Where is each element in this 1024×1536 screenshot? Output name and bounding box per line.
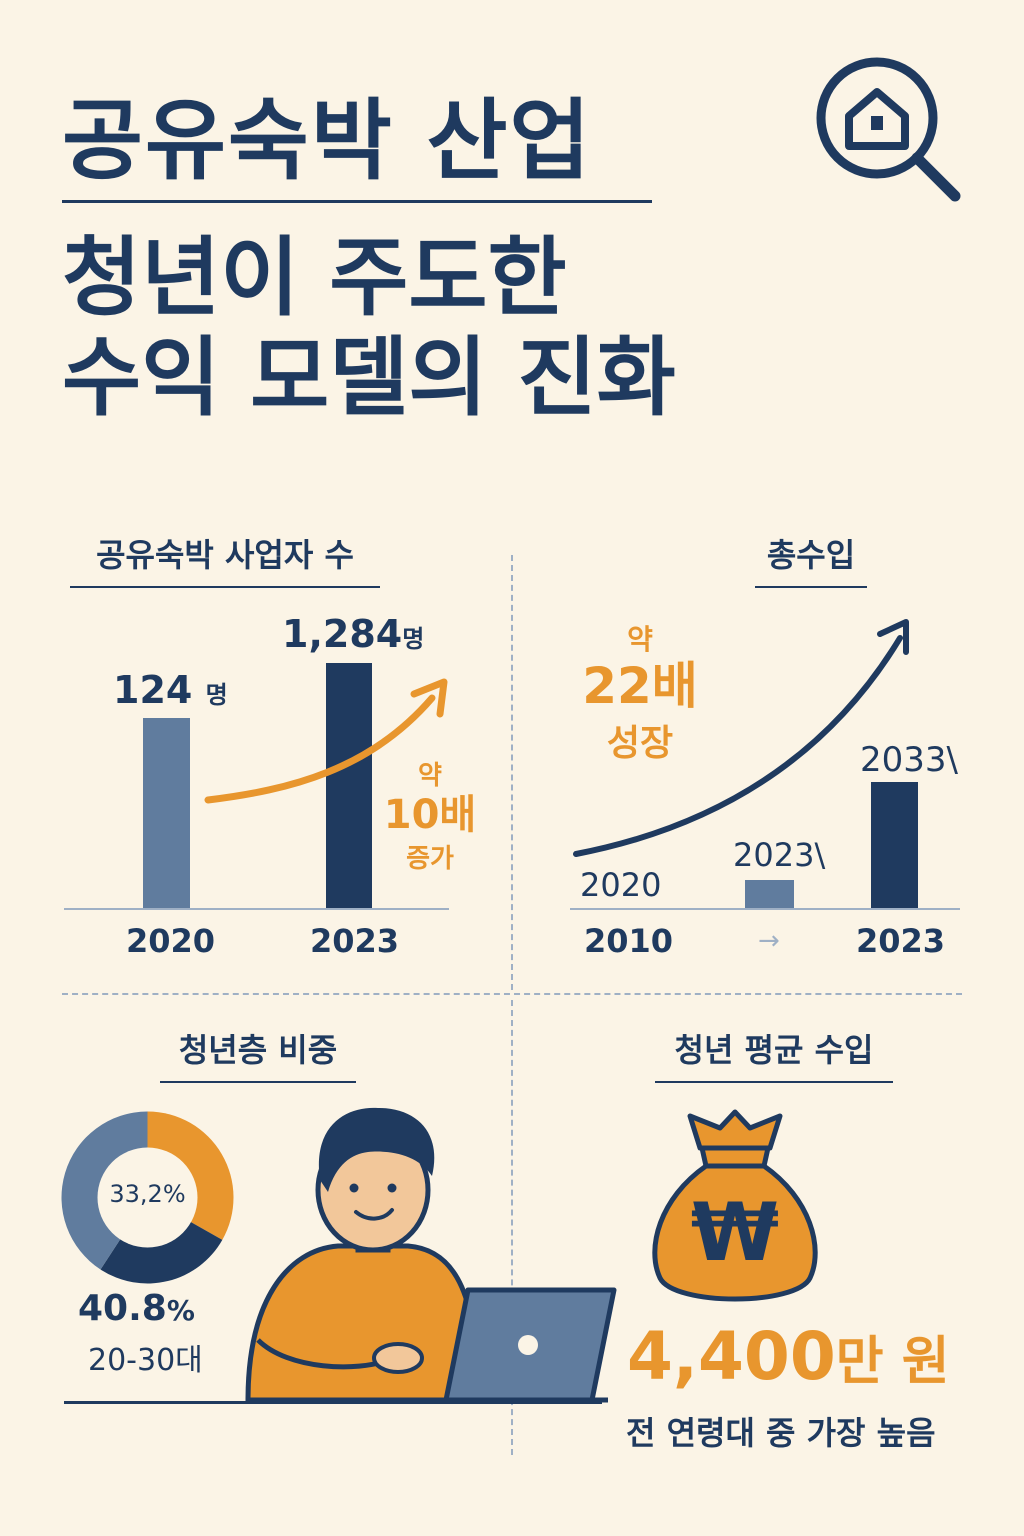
subtitle-line-2: 수익 모델의 진화 [62,328,676,428]
hosts-x-label-2020: 2020 [126,922,216,960]
youth-income-note: 전 연령대 중 가장 높음 [626,1414,936,1452]
income-panel-title: 총수입 [755,530,867,588]
bar-2020 [143,718,190,910]
youth-share-number: 40.8 [78,1288,167,1329]
youth-share-donut [61,1111,234,1284]
divider-vertical-top [511,555,513,990]
income-x-label-2023: 2023 [856,922,946,960]
income-bar-mid-label: 2023\ [733,836,826,874]
hosts-axis-line [64,908,449,910]
income-x-arrow: → [758,926,780,956]
youth-age-label: 20-30대 [88,1343,203,1378]
hosts-growth-suffix: 증가 [406,844,454,874]
divider-horizontal [62,993,962,995]
hosts-growth-prefix: 약 [418,761,442,791]
youth-income-unit: 만 원 [835,1332,950,1392]
income-x-label-2010: 2010 [584,922,674,960]
bar-2023-number: 1,284 [282,612,403,656]
page-subtitle: 청년이 주도한 수익 모델의 진화 [62,228,676,428]
divider-vertical-bottom [511,1000,513,1455]
youth-share-panel-title: 청년층 비중 [160,1025,356,1083]
house-search-icon [816,57,961,202]
youth-share-unit: % [166,1294,195,1327]
income-bar-left-label: 2020 [580,866,662,904]
bar-2020-number: 124 [113,668,193,712]
income-growth-arrow [573,619,909,857]
bar-2020-unit: 명 [205,681,228,709]
bar-2023 [326,663,372,910]
youth-income-amount: 4,400만 원 [627,1318,950,1395]
income-growth-suffix: 성장 [606,723,674,764]
hosts-x-label-2023: 2023 [310,922,400,960]
hosts-growth-value: 10배 [383,792,477,838]
income-bar-mid [745,880,794,910]
donut-center-label: 33,2% [109,1180,186,1208]
income-bar-right-label: 2033\ [860,740,958,780]
bar-2023-unit: 명 [402,625,425,653]
income-growth-value: 22배 [582,657,698,715]
hosts-growth-annotation: 약 10배 증가 [380,755,480,875]
income-growth-prefix: 약 [627,623,653,656]
hosts-panel-title: 공유숙박 사업자 수 [70,530,380,588]
page-title: 공유숙박 산업 [62,89,593,192]
youth-income-number: 4,400 [627,1318,836,1395]
hosts-growth-arrow [204,678,448,804]
title-divider [62,200,652,203]
income-bar-2023 [871,782,918,910]
desk-line [64,1401,602,1404]
bar-2023-value: 1,284명 [282,612,424,656]
income-growth-annotation: 약 22배 성장 [565,618,715,766]
won-symbol: ₩ [691,1186,779,1279]
youth-income-panel-title: 청년 평균 수입 [655,1025,893,1083]
bar-2020-value: 124 명 [113,668,228,712]
money-bag-icon: ₩ [652,1109,818,1302]
income-axis-line [570,908,960,910]
youth-share-value: 40.8% [78,1288,195,1329]
subtitle-line-1: 청년이 주도한 [62,228,567,328]
person-with-laptop-illustration [245,1107,617,1403]
